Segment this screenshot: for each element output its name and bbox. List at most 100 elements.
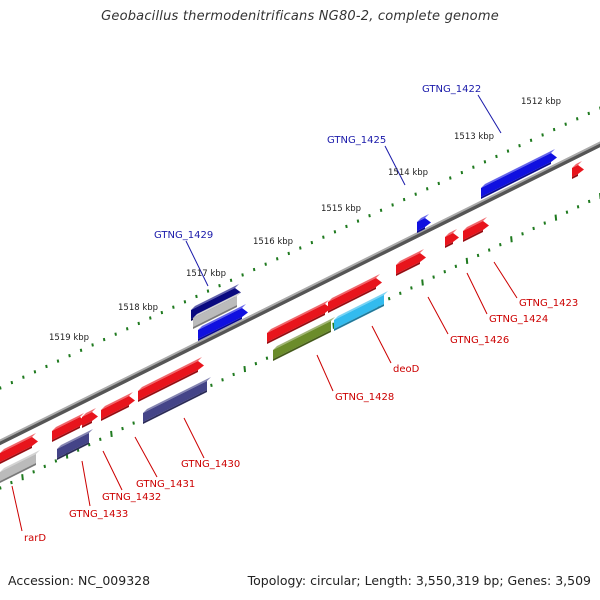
gene-front-face: [445, 233, 459, 246]
ruler-dot: [183, 300, 187, 304]
ruler-dot: [56, 359, 60, 363]
ruler-dot: [287, 251, 291, 256]
ruler-dot: [391, 203, 394, 207]
ruler-dot: [565, 210, 569, 214]
gene-GTNG_1424b: [445, 229, 459, 248]
gene-top-face: [101, 392, 133, 410]
gene-GTNG_1426: [396, 249, 426, 276]
ruler-major-tick: [554, 214, 558, 221]
ruler-dot: [564, 122, 567, 126]
reverse-gene-GTNG_1431-label: GTNG_1431: [136, 479, 195, 490]
gene-top-face: [396, 249, 424, 265]
gene-GTNG_1432b: [52, 413, 86, 442]
ruler-dot: [529, 138, 533, 143]
reverse-gene-GTNG_1426-label: GTNG_1426: [450, 335, 509, 346]
gene-top-face: [52, 413, 84, 431]
gene-GTNG_1427: [328, 274, 382, 313]
forward-gene-GTNG_1429-label: GTNG_1429: [154, 230, 213, 241]
gene-front-face: [396, 253, 426, 274]
gene-front-face: [143, 381, 207, 422]
gene-GTNG_1423: [572, 161, 584, 179]
gene-front-face: [334, 295, 384, 329]
ruler-dot: [499, 242, 502, 247]
gene-front-face: [52, 417, 86, 440]
ruler-dot: [460, 170, 464, 175]
ruler-dot: [437, 181, 441, 186]
reverse-gene-GTNG_1423-leader: [493, 261, 518, 299]
ruler-dot: [543, 221, 547, 225]
ruler-dot: [121, 426, 124, 431]
reverse-gene-GTNG_1430-leader: [183, 417, 205, 459]
gene-bottom-edge: [82, 421, 92, 428]
reverse-gene-GTNG_1426-leader: [427, 296, 449, 335]
kbp-tick-label: 1516 kbp: [253, 237, 293, 247]
gene-GTNG_1429-shadow: [193, 292, 241, 329]
gene-front-face: [101, 396, 135, 419]
accession-text: Accession: NC_009328: [8, 573, 151, 588]
ruler-dot: [10, 380, 14, 385]
gene-top-face: [417, 214, 429, 222]
ruler-dot: [379, 208, 383, 213]
gene-GTNG_1425: [417, 214, 431, 233]
gene-front-face: [463, 221, 489, 240]
ruler-dot: [68, 353, 71, 358]
gene-top-face: [191, 284, 239, 310]
ruler-dot: [541, 133, 544, 137]
gene-bottom-edge: [143, 390, 207, 424]
gene-GTNG_1431: [101, 392, 135, 421]
kbp-tick-label: 1514 kbp: [388, 168, 428, 178]
forward-gene-GTNG_1425-leader: [384, 145, 406, 186]
ruler-dot: [506, 149, 510, 153]
gene-bottom-edge: [328, 287, 376, 313]
ruler-dot: [322, 235, 325, 239]
kbp-tick-label: 1518 kbp: [118, 303, 158, 313]
gene-bottom-edge: [198, 317, 242, 341]
gene-front-face: [82, 412, 98, 426]
gene-top-face: [572, 161, 582, 168]
ruler-dot: [125, 327, 129, 331]
gene-top-face: [334, 291, 388, 320]
ruler-major-tick: [421, 279, 424, 286]
reverse-gene-GTNG_1428-leader: [316, 354, 334, 392]
gene-front-face: [138, 361, 204, 400]
reverse-gene-GTNG_1424-leader: [466, 272, 488, 315]
ruler-dot: [487, 248, 491, 252]
ruler-dot: [137, 321, 141, 326]
gene-bottom-edge: [572, 174, 578, 179]
ruler-dot: [587, 111, 591, 116]
gene-front-face: [417, 218, 431, 231]
ruler-dot: [195, 294, 198, 299]
gene-bottom-edge: [101, 405, 129, 421]
label-line-layer: [11, 94, 518, 532]
gene-front-face: [0, 454, 36, 481]
reverse-gene-deoD-leader: [371, 325, 392, 364]
reverse-gene-rarD-label: rarD: [24, 533, 46, 544]
forward-gene-GTNG_1422-leader: [477, 94, 502, 134]
ruler-dot: [476, 253, 480, 258]
reverse-gene-GTNG_1428-label: GTNG_1428: [335, 392, 394, 403]
gene-front-face: [481, 153, 557, 197]
gene-front-face: [572, 165, 584, 177]
ruler-dot: [518, 143, 521, 148]
ruler-dot: [254, 361, 258, 366]
gene-top-face: [143, 377, 211, 413]
ruler-dot: [443, 270, 447, 274]
genome-title: Geobacillus thermodenitrificans NG80-2, …: [101, 9, 499, 24]
ruler-dot: [102, 337, 106, 342]
ruler-dot: [132, 421, 135, 425]
ruler-layer: [0, 106, 600, 490]
gene-rarD: [0, 450, 40, 483]
gene-top-face: [57, 429, 93, 449]
gene-GTNG_1430a: [138, 357, 204, 402]
genome-summary-text: Topology: circular; Length: 3,550,319 bp…: [247, 573, 591, 588]
ruler-dot: [22, 375, 25, 379]
ruler-dot: [495, 154, 498, 159]
ruler-dot: [252, 267, 256, 272]
ruler-dot: [587, 199, 591, 204]
ruler-dot: [345, 224, 348, 229]
ruler-dot: [43, 464, 47, 469]
gene-bottom-edge: [193, 305, 237, 329]
forward-gene-GTNG_1425-label: GTNG_1425: [327, 135, 386, 146]
ruler-dot: [10, 480, 13, 485]
